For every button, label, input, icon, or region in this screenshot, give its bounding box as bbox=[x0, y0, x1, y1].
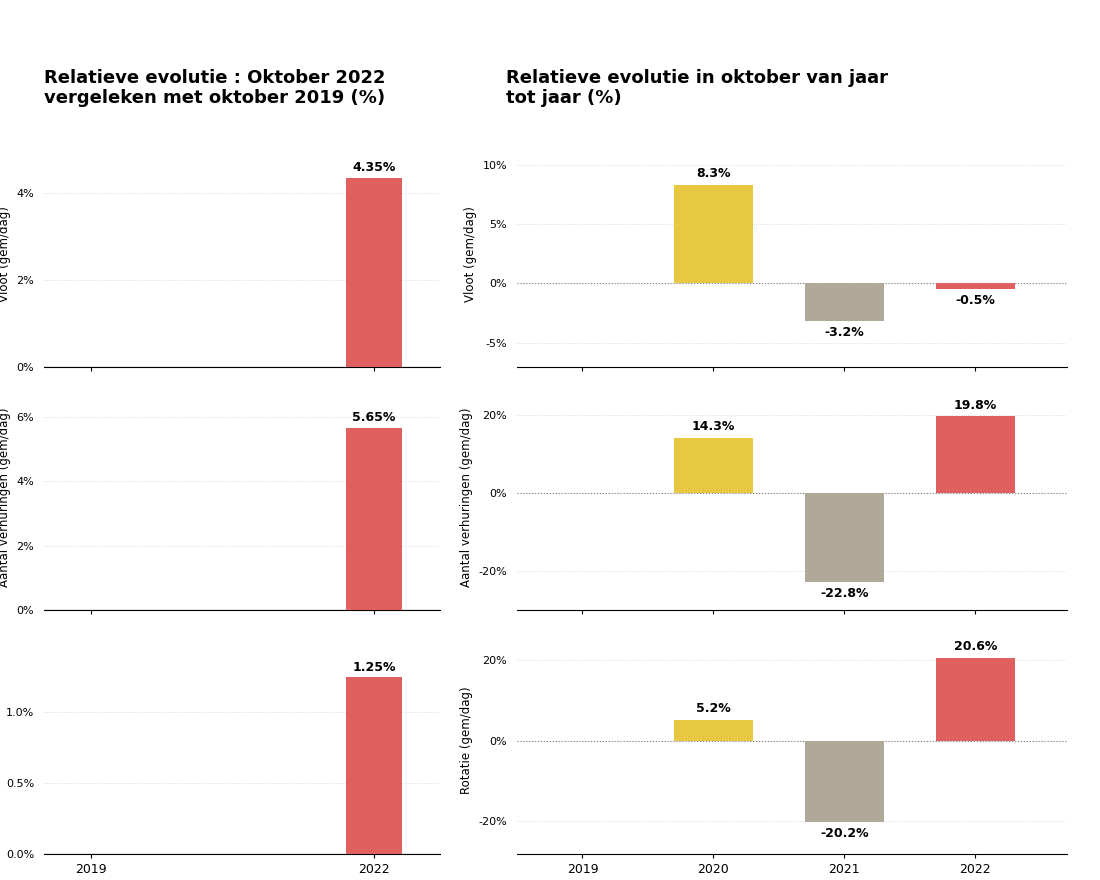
Text: Relatieve evolutie in oktober van jaar
tot jaar (%): Relatieve evolutie in oktober van jaar t… bbox=[506, 69, 888, 107]
Text: 8.3%: 8.3% bbox=[696, 167, 730, 180]
Text: -3.2%: -3.2% bbox=[825, 326, 865, 339]
Bar bbox=[936, 283, 1014, 290]
Text: 19.8%: 19.8% bbox=[954, 399, 997, 412]
Y-axis label: Aantal verhuringen (gem/dag): Aantal verhuringen (gem/dag) bbox=[0, 407, 11, 587]
Bar bbox=[345, 178, 403, 367]
Text: 5.65%: 5.65% bbox=[352, 412, 396, 424]
Bar bbox=[674, 720, 752, 741]
Y-axis label: Rotatie (gem/dag): Rotatie (gem/dag) bbox=[460, 687, 473, 795]
Text: -20.2%: -20.2% bbox=[821, 826, 869, 840]
Text: 20.6%: 20.6% bbox=[954, 640, 997, 653]
Text: -22.8%: -22.8% bbox=[821, 587, 869, 599]
Y-axis label: Vloot (gem/dag): Vloot (gem/dag) bbox=[464, 206, 477, 302]
Text: -0.5%: -0.5% bbox=[956, 294, 996, 307]
Bar bbox=[674, 437, 752, 494]
Bar bbox=[805, 494, 883, 582]
Text: 1.25%: 1.25% bbox=[352, 661, 396, 674]
Bar bbox=[805, 741, 883, 822]
Y-axis label: Vloot (gem/dag): Vloot (gem/dag) bbox=[0, 206, 11, 302]
Bar bbox=[345, 677, 403, 854]
Text: 5.2%: 5.2% bbox=[696, 702, 730, 715]
Text: 14.3%: 14.3% bbox=[692, 420, 735, 433]
Bar bbox=[805, 283, 883, 321]
Text: 4.35%: 4.35% bbox=[352, 161, 396, 174]
Bar bbox=[345, 428, 403, 610]
Bar bbox=[674, 185, 752, 283]
Text: Relatieve evolutie : Oktober 2022
vergeleken met oktober 2019 (%): Relatieve evolutie : Oktober 2022 vergel… bbox=[44, 69, 385, 107]
Y-axis label: Aantal verhuringen (gem/dag): Aantal verhuringen (gem/dag) bbox=[460, 407, 473, 587]
Bar bbox=[936, 416, 1014, 494]
Bar bbox=[936, 657, 1014, 741]
